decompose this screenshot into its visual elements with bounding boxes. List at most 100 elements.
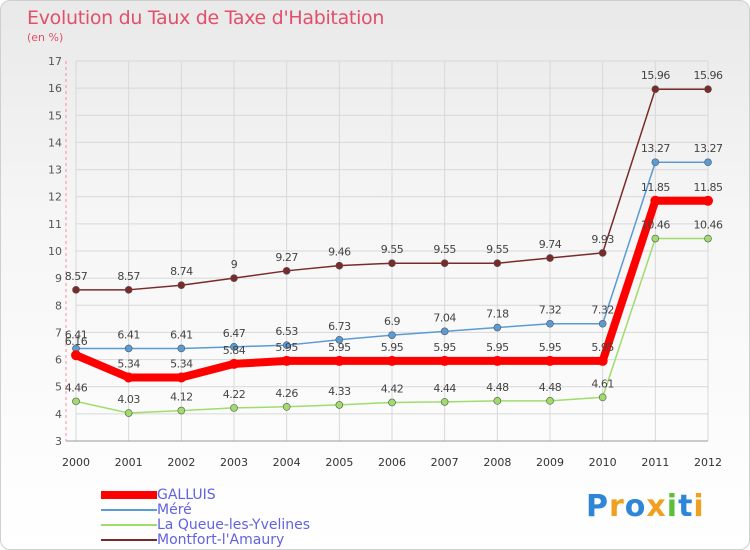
data-label: 5.95 bbox=[539, 341, 562, 354]
data-label: 8.57 bbox=[65, 270, 88, 283]
data-point bbox=[546, 397, 554, 405]
data-point bbox=[388, 331, 396, 339]
x-tick-label: 2012 bbox=[694, 456, 722, 469]
data-label: 9.74 bbox=[539, 238, 562, 251]
data-point bbox=[123, 372, 134, 383]
data-label: 6.41 bbox=[170, 328, 193, 341]
legend-label: Méré bbox=[157, 502, 192, 518]
y-tick-label: 10 bbox=[48, 245, 62, 258]
x-tick-label: 2005 bbox=[325, 456, 353, 469]
data-label: 11.85 bbox=[641, 181, 670, 194]
data-label: 9.27 bbox=[275, 251, 298, 264]
data-point bbox=[72, 397, 80, 406]
data-point bbox=[230, 404, 238, 412]
data-point bbox=[388, 398, 396, 407]
x-tick-label: 2008 bbox=[483, 456, 511, 469]
y-tick-label: 12 bbox=[48, 191, 62, 204]
data-point bbox=[72, 286, 80, 294]
data-point bbox=[440, 259, 449, 268]
data-point bbox=[282, 402, 291, 411]
data-label: 4.26 bbox=[275, 387, 298, 400]
y-tick-label: 14 bbox=[48, 136, 62, 149]
data-point bbox=[493, 323, 502, 332]
y-tick-label: 16 bbox=[48, 82, 62, 95]
data-label: 5.95 bbox=[433, 341, 456, 354]
data-label: 4.48 bbox=[486, 381, 509, 394]
data-label: 5.95 bbox=[275, 341, 298, 354]
data-point bbox=[598, 393, 607, 402]
data-label: 6.73 bbox=[328, 320, 351, 333]
data-label: 9.55 bbox=[486, 243, 509, 256]
data-point bbox=[335, 335, 344, 344]
data-point bbox=[335, 401, 344, 409]
data-point bbox=[651, 234, 660, 243]
y-tick-label: 5 bbox=[55, 381, 62, 394]
data-point bbox=[651, 85, 660, 94]
data-label: 4.48 bbox=[539, 381, 562, 394]
logo-letter: i bbox=[693, 489, 705, 524]
data-label: 11.85 bbox=[694, 181, 723, 194]
data-label: 9.93 bbox=[591, 233, 614, 246]
logo-letter: o bbox=[624, 489, 647, 524]
logo-letter: P bbox=[586, 489, 609, 524]
legend-item: GALLUIS bbox=[101, 488, 216, 502]
data-label: 6.9 bbox=[384, 315, 400, 328]
data-label: 9.46 bbox=[328, 246, 351, 259]
x-tick-label: 2004 bbox=[273, 456, 301, 469]
data-label: 10.46 bbox=[694, 219, 723, 232]
data-label: 4.33 bbox=[328, 385, 351, 398]
data-point bbox=[124, 286, 133, 294]
data-label: 5.34 bbox=[117, 357, 140, 370]
y-tick-label: 7 bbox=[55, 326, 62, 339]
data-label: 9 bbox=[231, 258, 238, 271]
data-label: 6.53 bbox=[275, 325, 298, 338]
data-label: 5.95 bbox=[591, 341, 614, 354]
x-tick-label: 2000 bbox=[62, 456, 90, 469]
data-label: 8.57 bbox=[117, 270, 140, 283]
legend-swatch bbox=[101, 491, 157, 499]
y-tick-label: 8 bbox=[55, 299, 62, 312]
legend-item: Méré bbox=[101, 503, 192, 517]
data-label: 6.47 bbox=[223, 327, 246, 340]
data-point bbox=[650, 195, 661, 206]
x-tick-label: 2003 bbox=[220, 456, 248, 469]
x-tick-label: 2011 bbox=[641, 456, 669, 469]
data-point bbox=[440, 398, 449, 406]
data-point bbox=[440, 327, 449, 336]
data-point bbox=[492, 355, 503, 366]
data-point bbox=[282, 267, 291, 275]
data-label: 4.42 bbox=[381, 382, 404, 395]
chart-subtitle: (en %) bbox=[27, 31, 64, 44]
data-point bbox=[439, 355, 450, 366]
data-label: 13.27 bbox=[694, 142, 723, 155]
data-label: 7.32 bbox=[591, 304, 614, 317]
data-label: 4.46 bbox=[65, 381, 88, 394]
legend-swatch bbox=[101, 539, 157, 541]
data-point bbox=[546, 319, 554, 328]
data-point bbox=[493, 397, 502, 405]
x-tick-label: 2007 bbox=[431, 456, 459, 469]
x-tick-label: 2002 bbox=[167, 456, 195, 469]
data-point bbox=[704, 85, 712, 94]
data-point bbox=[71, 350, 81, 361]
data-label: 15.96 bbox=[641, 69, 670, 82]
legend-item: La Queue-les-Yvelines bbox=[101, 518, 310, 532]
data-point bbox=[597, 355, 608, 366]
logo-letter: i bbox=[666, 489, 679, 524]
data-point bbox=[229, 358, 239, 369]
data-label: 15.96 bbox=[694, 69, 723, 82]
data-label: 5.95 bbox=[381, 341, 404, 354]
legend-item: Montfort-l'Amaury bbox=[101, 533, 284, 547]
data-point bbox=[493, 259, 502, 268]
data-point bbox=[177, 281, 186, 290]
y-tick-label: 9 bbox=[55, 272, 62, 285]
data-point bbox=[230, 274, 238, 282]
x-tick-label: 2006 bbox=[378, 456, 406, 469]
logo-letter: r bbox=[609, 489, 625, 524]
y-tick-label: 11 bbox=[48, 218, 62, 231]
data-point bbox=[546, 254, 554, 262]
x-tick-label: 2010 bbox=[589, 456, 617, 469]
data-point bbox=[598, 319, 607, 328]
data-label: 4.22 bbox=[223, 388, 246, 401]
